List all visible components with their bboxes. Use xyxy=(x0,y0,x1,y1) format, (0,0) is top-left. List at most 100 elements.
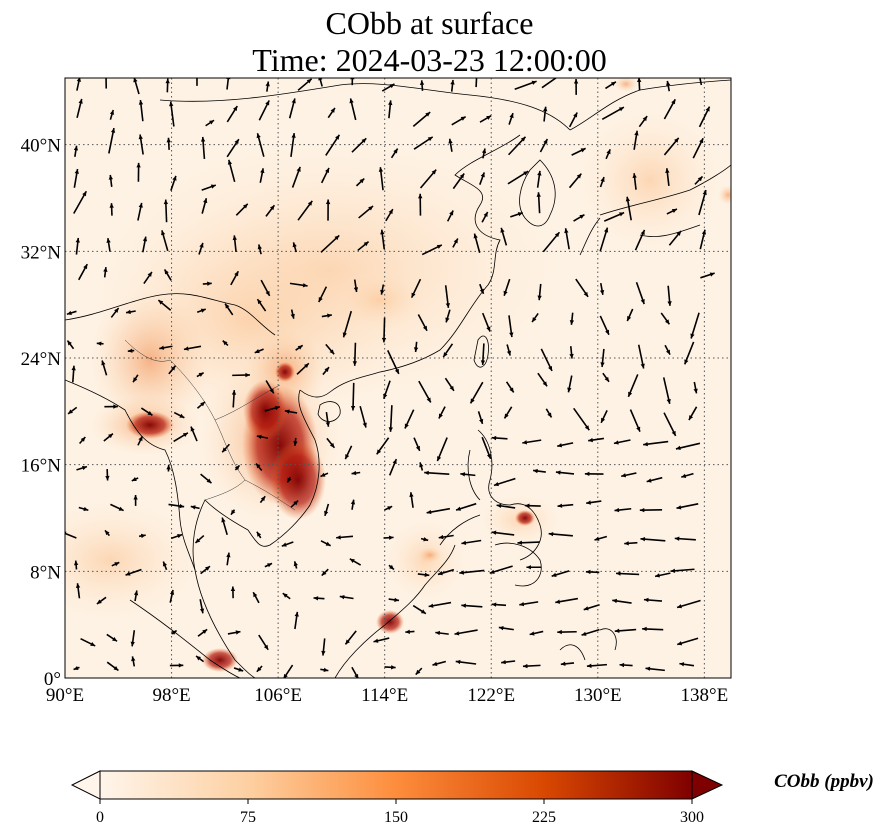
plot-subtitle-time: Time: 2024-03-23 12:00:00 xyxy=(252,42,607,78)
wind-arrow-head xyxy=(114,562,120,567)
wind-arrow-head xyxy=(677,604,682,609)
wind-arrow-head xyxy=(269,205,275,211)
wind-arrow-head xyxy=(424,470,429,476)
wind-arrow-head xyxy=(209,120,215,125)
wind-arrow-head xyxy=(368,205,374,211)
wind-arrow-head xyxy=(437,571,443,576)
lon-tick-label: 138°E xyxy=(681,685,729,706)
wind-arrow-head xyxy=(665,168,670,173)
wind-arrow-head xyxy=(325,167,329,173)
wind-arrow-head xyxy=(345,454,350,460)
wind-arrow-head xyxy=(130,641,135,647)
wind-arrow-head xyxy=(424,572,430,577)
wind-arrow-head xyxy=(233,106,238,112)
wind-arrow-head xyxy=(138,436,143,442)
wind-arrow-head xyxy=(380,289,385,295)
wind-arrow-head xyxy=(524,503,530,508)
wind-arrow-head xyxy=(604,376,610,382)
wind-arrow-head xyxy=(354,673,359,678)
wind-arrow-head xyxy=(169,589,175,595)
wind-arrow-head xyxy=(293,500,299,506)
wind-arrow-head xyxy=(569,320,575,325)
wind-arrow-head xyxy=(697,176,703,182)
wind-arrow-head xyxy=(394,597,399,603)
wind-arrow-head xyxy=(293,441,298,446)
wind-arrow-head xyxy=(222,340,228,346)
wind-arrow-head xyxy=(230,586,236,592)
wind-arrow-head xyxy=(583,606,589,611)
wind-arrow-head xyxy=(449,210,454,216)
wind-arrow-head xyxy=(274,405,280,411)
wind-arrow-head xyxy=(604,227,609,233)
wind-arrow-head xyxy=(302,283,308,288)
wind-arrow-head xyxy=(179,413,185,418)
wind-arrow-head xyxy=(445,303,451,308)
wind-arrow-head xyxy=(335,134,340,140)
wind-arrow-head xyxy=(263,644,269,650)
wind-arrow-head xyxy=(342,332,347,338)
wind-arrow-shaft xyxy=(699,78,703,86)
wind-arrow-head xyxy=(586,663,592,668)
wind-arrow-head xyxy=(297,345,303,350)
wind-arrow-head xyxy=(199,242,204,248)
wind-arrow-head xyxy=(645,666,651,671)
wind-arrow-head xyxy=(112,636,118,642)
wind-arrow-head xyxy=(387,506,393,511)
wind-arrow-head xyxy=(674,536,680,541)
wind-arrow-head xyxy=(491,530,497,535)
wind-arrow-head xyxy=(325,199,331,205)
wind-vectors xyxy=(65,69,715,678)
wind-arrow-head xyxy=(306,78,312,84)
wind-arrow-head xyxy=(419,462,424,468)
wind-arrow-head xyxy=(585,569,591,575)
wind-arrow-head xyxy=(196,656,201,661)
wind-arrow-head xyxy=(567,387,572,393)
wind-arrow-head xyxy=(245,372,250,378)
wind-arrow-head xyxy=(498,625,504,631)
wind-arrow-head xyxy=(108,433,113,439)
wind-arrow-head xyxy=(646,478,652,483)
wind-arrow-head xyxy=(531,80,537,85)
wind-arrow-head xyxy=(388,427,393,432)
wind-arrow-head xyxy=(281,542,287,547)
wind-arrow-head xyxy=(459,173,465,179)
wind-arrow-head xyxy=(226,552,231,558)
wind-arrow-head xyxy=(195,69,199,74)
wind-arrow-head xyxy=(76,78,81,82)
wind-arrow-head xyxy=(165,78,170,84)
wind-arrow-head xyxy=(321,570,327,576)
wind-arrow-head xyxy=(489,569,495,574)
wind-arrow-head xyxy=(136,162,141,168)
wind-arrow-head xyxy=(133,590,139,596)
wind-arrow-head xyxy=(438,534,444,540)
wind-arrow-head xyxy=(291,133,296,138)
wind-arrow-head xyxy=(701,229,707,235)
wind-arrow-head xyxy=(491,602,497,607)
wind-arrow-head xyxy=(632,173,637,178)
wind-arrow-head xyxy=(665,349,671,355)
wind-arrow-head xyxy=(83,506,89,512)
wind-arrow-head xyxy=(166,137,171,143)
wind-arrow-head xyxy=(383,393,388,399)
wind-arrow-shaft xyxy=(352,382,355,411)
wind-arrow-head xyxy=(363,241,369,247)
wind-arrow-head xyxy=(163,199,169,205)
wind-arrow-head xyxy=(388,209,393,215)
wind-arrow-head xyxy=(537,295,542,301)
wind-arrow-head xyxy=(325,422,330,427)
wind-arrow-head xyxy=(74,169,79,174)
wind-arrow-head xyxy=(296,166,301,172)
wind-arrow-head xyxy=(325,541,331,546)
wind-arrow-head xyxy=(636,426,641,432)
wind-arrow-head xyxy=(234,139,239,145)
colorbar-tick-label: 300 xyxy=(680,809,704,826)
wind-arrow-head xyxy=(453,238,458,244)
wind-arrow-head xyxy=(161,230,166,236)
wind-arrow-head xyxy=(83,264,88,270)
wind-arrow-head xyxy=(90,641,96,646)
wind-arrow-head xyxy=(588,437,593,443)
wind-arrow-head xyxy=(118,506,124,511)
wind-arrow-head xyxy=(504,413,509,419)
wind-arrow-head xyxy=(435,630,441,636)
wind-arrow-head xyxy=(496,503,502,509)
